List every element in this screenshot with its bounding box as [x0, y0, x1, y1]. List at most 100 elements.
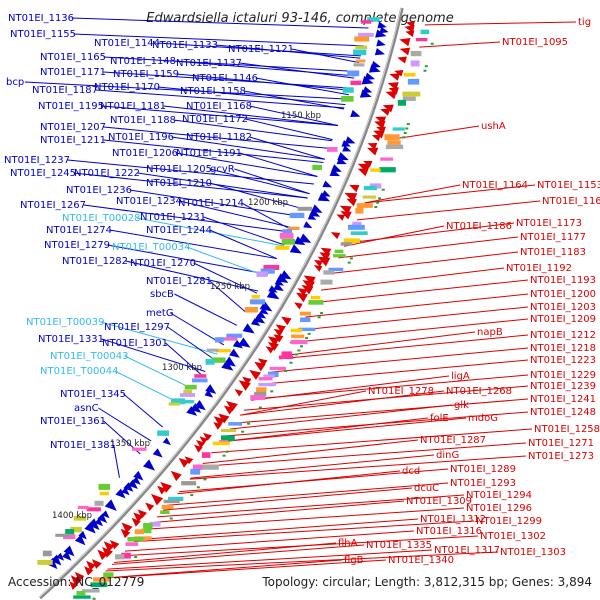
feature-block	[290, 339, 308, 345]
forward-gene-arrow	[340, 211, 352, 220]
right-gene-label: NT01EI_1162	[542, 196, 600, 207]
forward-gene-arrow	[313, 259, 324, 267]
forward-gene-arrow	[223, 405, 235, 415]
forward-gene-arrow	[295, 292, 308, 303]
right-gene-label: NT01EI_1192	[506, 263, 572, 274]
right-gene-label: NT01EI_1186	[446, 221, 512, 232]
left-leader-line	[186, 246, 267, 277]
reverse-gene-arrow	[84, 522, 96, 534]
feature-block	[263, 264, 280, 270]
left-leader-line	[171, 136, 325, 160]
right-leader-line	[419, 41, 501, 48]
right-gene-label: dinG	[436, 450, 459, 461]
right-leader-line	[240, 390, 445, 416]
feature-block	[327, 146, 338, 152]
left-leader-line	[95, 89, 345, 109]
forward-gene-arrow	[303, 275, 316, 285]
reverse-gene-arrow	[101, 510, 110, 519]
feature-block	[160, 510, 170, 514]
feature-block	[363, 185, 377, 191]
reverse-gene-arrow	[50, 554, 62, 566]
left-leader-line	[234, 168, 310, 195]
right-leader-line	[281, 331, 476, 357]
feature-block	[279, 232, 294, 239]
forward-gene-arrow	[382, 104, 394, 113]
forward-gene-arrow	[194, 444, 203, 453]
left-gene-label: NT01EI_1188	[110, 115, 176, 126]
forward-gene-arrow	[184, 456, 194, 465]
feature-block	[258, 377, 273, 381]
feature-block	[281, 351, 292, 356]
feature-block	[328, 267, 344, 272]
left-leader-line	[71, 17, 369, 29]
right-gene-label: NT01EI_1299	[476, 516, 542, 527]
feature-tick	[430, 42, 434, 45]
feature-block	[200, 464, 219, 470]
forward-gene-arrow	[170, 470, 182, 482]
left-leader-line	[209, 182, 303, 210]
feature-block	[132, 447, 147, 451]
left-leader-line	[125, 260, 259, 292]
left-gene-label: NT01EI_1181	[100, 101, 166, 112]
left-leader-line	[167, 326, 215, 360]
feature-tick	[317, 316, 321, 319]
forward-gene-arrow	[120, 528, 131, 539]
forward-gene-arrow	[103, 541, 115, 552]
left-gene-label: NT01EI_1191	[176, 148, 242, 159]
feature-block	[256, 387, 267, 393]
left-leader-line	[124, 355, 193, 390]
forward-gene-arrow	[226, 401, 238, 412]
left-gene-label: NT01EI_1137	[176, 58, 242, 69]
reverse-gene-arrow	[293, 236, 306, 246]
left-leader-line	[113, 444, 120, 478]
right-leader-line	[135, 518, 419, 541]
forward-gene-arrow	[357, 168, 369, 177]
feature-block	[333, 254, 346, 258]
left-leader-line	[176, 73, 351, 91]
left-leader-line	[163, 105, 339, 126]
right-gene-label: NT01EI_1239	[530, 381, 596, 392]
feature-block	[125, 542, 139, 546]
feature-block	[228, 422, 243, 426]
kbp-scale: 1150 kbp 1200 kbp 1250 kbp 1300 kbp 1350 kbp…	[52, 111, 321, 521]
reverse-gene-arrow	[303, 221, 313, 229]
left-gene-label: NT01EI_1270	[130, 258, 196, 269]
right-gene-label: NT01EI_1095	[502, 37, 568, 48]
right-gene-label: NT01EI_1268	[446, 386, 512, 397]
feature-block	[269, 366, 287, 370]
right-gene-labels: tig NT01EI_1095 ushA NT01EI_1164 NT01EI_1153…	[338, 17, 600, 566]
feature-block	[82, 589, 100, 593]
right-gene-label: NT01EI_1271	[528, 438, 594, 449]
left-gene-label: NT01EI_1267	[20, 200, 86, 211]
feature-block	[298, 327, 316, 332]
feature-tick	[378, 197, 382, 200]
feature-block	[179, 393, 196, 397]
feature-block	[211, 357, 226, 363]
forward-gene-arrow	[151, 493, 164, 506]
feature-block	[65, 529, 75, 535]
reverse-gene-arrow	[307, 213, 317, 220]
right-leader-line	[251, 375, 450, 401]
feature-block	[263, 374, 276, 378]
left-gene-label: NT01EI_1196	[108, 132, 174, 143]
left-gene-label: NT01EI_1237	[4, 155, 70, 166]
forward-gene-arrow	[69, 581, 78, 590]
right-gene-label: napB	[477, 327, 503, 338]
right-leader-line	[112, 544, 365, 565]
feature-block	[278, 355, 294, 360]
left-gene-label: asnC	[74, 403, 99, 414]
forward-gene-arrow	[313, 265, 323, 272]
right-gene-label: NT01EI_1340	[388, 555, 454, 566]
left-leader-line	[107, 244, 269, 275]
right-leader-line	[162, 487, 413, 511]
left-leader-line	[98, 407, 152, 442]
feature-tick	[247, 422, 251, 425]
feature-block	[356, 59, 366, 63]
right-leader-line	[124, 530, 415, 552]
feature-block	[350, 80, 362, 86]
left-gene-label: NT01EI_1133	[152, 40, 218, 51]
right-leader-line	[189, 455, 527, 480]
right-leader-line	[364, 184, 536, 204]
forward-gene-arrow	[380, 108, 391, 116]
